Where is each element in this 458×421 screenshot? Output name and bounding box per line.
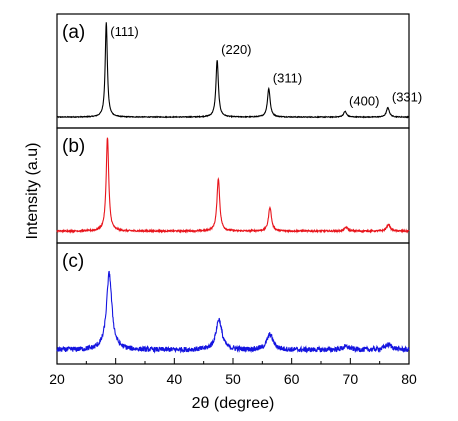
peak-label: (111) <box>110 24 138 39</box>
x-tick-label: 40 <box>167 371 183 387</box>
panel-frame <box>56 242 410 365</box>
panels: (a) (111) (220) (311) (400) (331) (b) (c) <box>56 13 422 365</box>
panel-label: (a) <box>62 22 85 43</box>
x-tick-label: 60 <box>284 371 300 387</box>
panel-c: (c) <box>56 242 410 365</box>
x-axis: 20 30 40 50 60 70 80 <box>49 358 417 387</box>
x-tick-label: 70 <box>343 371 359 387</box>
panel-a: (a) (111) (220) (311) (400) (331) <box>56 13 422 129</box>
peak-label: (220) <box>221 42 251 57</box>
panel-label: (b) <box>62 136 85 157</box>
panel-b: (b) <box>56 127 410 244</box>
x-axis-title: 2θ (degree) <box>192 395 275 412</box>
series-line <box>56 22 410 119</box>
series-line <box>56 137 410 234</box>
x-tick-label: 20 <box>49 371 65 387</box>
y-axis-title: Intensity (a.u) <box>24 143 41 240</box>
panel-frame <box>56 127 410 244</box>
peak-label: (311) <box>273 71 302 86</box>
series-line <box>56 270 410 354</box>
peak-label: (400) <box>349 93 379 108</box>
x-tick-label: 30 <box>108 371 124 387</box>
panel-label: (c) <box>62 251 84 272</box>
peak-label: (331) <box>392 90 422 105</box>
x-tick-label: 80 <box>401 371 417 387</box>
x-tick-label: 50 <box>225 371 241 387</box>
